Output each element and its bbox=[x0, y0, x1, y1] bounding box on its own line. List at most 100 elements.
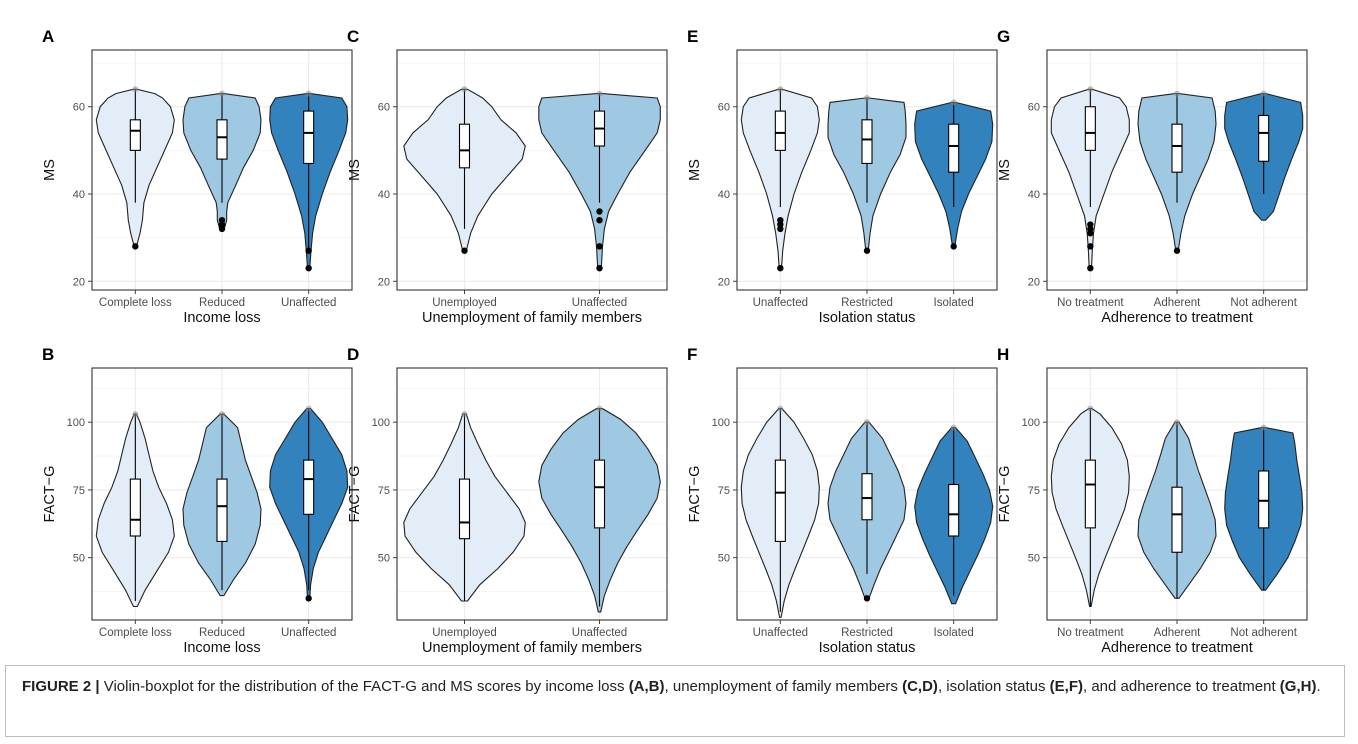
box-iqr bbox=[1258, 114, 1270, 162]
panel-letter: F bbox=[687, 345, 697, 364]
x-tick-label: Unemployed bbox=[432, 297, 497, 309]
outlier-point bbox=[305, 595, 312, 602]
y-tick-label: 40 bbox=[378, 189, 390, 201]
panel-letter: C bbox=[347, 27, 359, 46]
x-tick-label: Unemployed bbox=[432, 627, 497, 639]
y-tick-label: 40 bbox=[1028, 189, 1040, 201]
caption-ref-ef: (E,F) bbox=[1049, 678, 1083, 695]
box-iqr bbox=[1171, 123, 1183, 173]
violin-top-point bbox=[1174, 419, 1180, 426]
x-axis-title: Income loss bbox=[183, 640, 260, 656]
x-tick-label: No treatment bbox=[1057, 297, 1124, 309]
panel-border bbox=[396, 367, 668, 621]
y-tick-label: 20 bbox=[718, 276, 730, 288]
y-tick-label: 100 bbox=[67, 417, 85, 429]
panel-b: 50 75 100 Complete loss Reduced Unaffected Inc… bbox=[42, 345, 353, 656]
outlier-point bbox=[305, 264, 312, 272]
y-tick-label: 100 bbox=[712, 417, 730, 429]
outlier-point bbox=[863, 595, 871, 602]
x-tick-label: Adherent bbox=[1154, 297, 1201, 309]
x-tick-label: Adherent bbox=[1154, 627, 1201, 639]
panel-letter: H bbox=[997, 345, 1009, 364]
x-tick-label: Unaffected bbox=[753, 627, 808, 639]
box-iqr bbox=[774, 459, 786, 542]
x-tick-label: Restricted bbox=[841, 297, 893, 309]
y-axis-title: MS bbox=[997, 159, 1013, 181]
box-iqr bbox=[129, 478, 141, 537]
y-axis-title: MS bbox=[347, 159, 363, 181]
panel-border bbox=[91, 367, 353, 621]
violin-top-point bbox=[461, 411, 468, 418]
caption-ref-ab: (A,B) bbox=[628, 678, 665, 695]
x-axis-title: Unemployment of family members bbox=[422, 310, 642, 326]
panel-border bbox=[1046, 49, 1308, 291]
y-tick-label: 20 bbox=[73, 276, 85, 288]
violin-top-point bbox=[1260, 90, 1267, 97]
y-tick-label: 100 bbox=[1022, 417, 1040, 429]
outlier-point bbox=[596, 208, 603, 215]
box-iqr bbox=[458, 123, 471, 169]
panel-border bbox=[396, 49, 668, 291]
violin-top-point bbox=[132, 86, 139, 93]
violin-top-point bbox=[864, 95, 870, 101]
violin-top-point bbox=[864, 419, 870, 426]
x-tick-label: Unaffected bbox=[572, 627, 627, 639]
outlier-point bbox=[1173, 247, 1181, 254]
outlier-point bbox=[305, 247, 312, 254]
y-tick-label: 75 bbox=[1028, 485, 1040, 497]
violin-top-point bbox=[950, 99, 957, 106]
violin-top-point bbox=[1087, 405, 1094, 412]
violin-top-point bbox=[777, 405, 784, 412]
box-iqr bbox=[861, 119, 873, 165]
panel-g: 20 40 60 No treatment Adherent Not adherentAd… bbox=[997, 27, 1308, 326]
y-tick-label: 50 bbox=[1028, 553, 1040, 565]
violin-top-point bbox=[305, 405, 312, 412]
box-iqr bbox=[861, 473, 873, 521]
panel-h: 50 75 100 No treatment Adherent Not adherentA… bbox=[997, 345, 1308, 656]
violin-top-point bbox=[461, 86, 468, 93]
y-tick-label: 75 bbox=[718, 485, 730, 497]
y-tick-label: 60 bbox=[718, 102, 730, 114]
y-tick-label: 20 bbox=[1028, 276, 1040, 288]
violin-top-point bbox=[1087, 86, 1094, 93]
box-iqr bbox=[1084, 106, 1096, 151]
violin-top-point bbox=[1260, 424, 1267, 431]
box-iqr bbox=[1171, 486, 1183, 553]
x-tick-label: Not adherent bbox=[1230, 627, 1297, 639]
caption-prefix: FIGURE 2 | bbox=[22, 678, 100, 695]
x-tick-label: Restricted bbox=[841, 627, 893, 639]
panel-f: 50 75 100 Unaffected Restricted Isolated Isola… bbox=[687, 345, 998, 656]
box-iqr bbox=[303, 459, 315, 515]
outlier-point bbox=[863, 247, 871, 254]
y-tick-label: 50 bbox=[73, 553, 85, 565]
x-tick-label: Complete loss bbox=[99, 297, 172, 309]
box-iqr bbox=[303, 110, 315, 165]
x-axis-title: Adherence to treatment bbox=[1101, 310, 1253, 326]
outlier-point bbox=[596, 216, 603, 224]
box-iqr bbox=[1084, 459, 1096, 529]
y-axis-title: MS bbox=[42, 159, 58, 181]
outlier-point bbox=[1087, 221, 1094, 228]
caption-ref-cd: (C,D) bbox=[902, 678, 938, 695]
x-tick-label: Unaffected bbox=[753, 297, 808, 309]
panel-letter: G bbox=[997, 27, 1010, 46]
x-tick-label: Unaffected bbox=[281, 297, 336, 309]
x-tick-label: Not adherent bbox=[1230, 297, 1297, 309]
y-tick-label: 40 bbox=[73, 189, 85, 201]
violin-top-point bbox=[132, 411, 139, 418]
outlier-point bbox=[596, 243, 603, 250]
x-tick-label: Isolated bbox=[934, 627, 974, 639]
x-tick-label: Reduced bbox=[199, 627, 245, 639]
x-axis-title: Unemployment of family members bbox=[422, 640, 642, 656]
box-iqr bbox=[216, 119, 228, 160]
x-tick-label: Reduced bbox=[199, 297, 245, 309]
violin-top-point bbox=[950, 424, 957, 431]
panel-letter: A bbox=[42, 27, 54, 46]
x-axis-title: Isolation status bbox=[819, 310, 916, 326]
x-tick-label: Isolated bbox=[934, 297, 974, 309]
box-iqr bbox=[593, 459, 606, 529]
y-tick-label: 50 bbox=[378, 553, 390, 565]
y-axis-title: FACT−G bbox=[347, 466, 363, 523]
outlier-point bbox=[132, 243, 139, 250]
